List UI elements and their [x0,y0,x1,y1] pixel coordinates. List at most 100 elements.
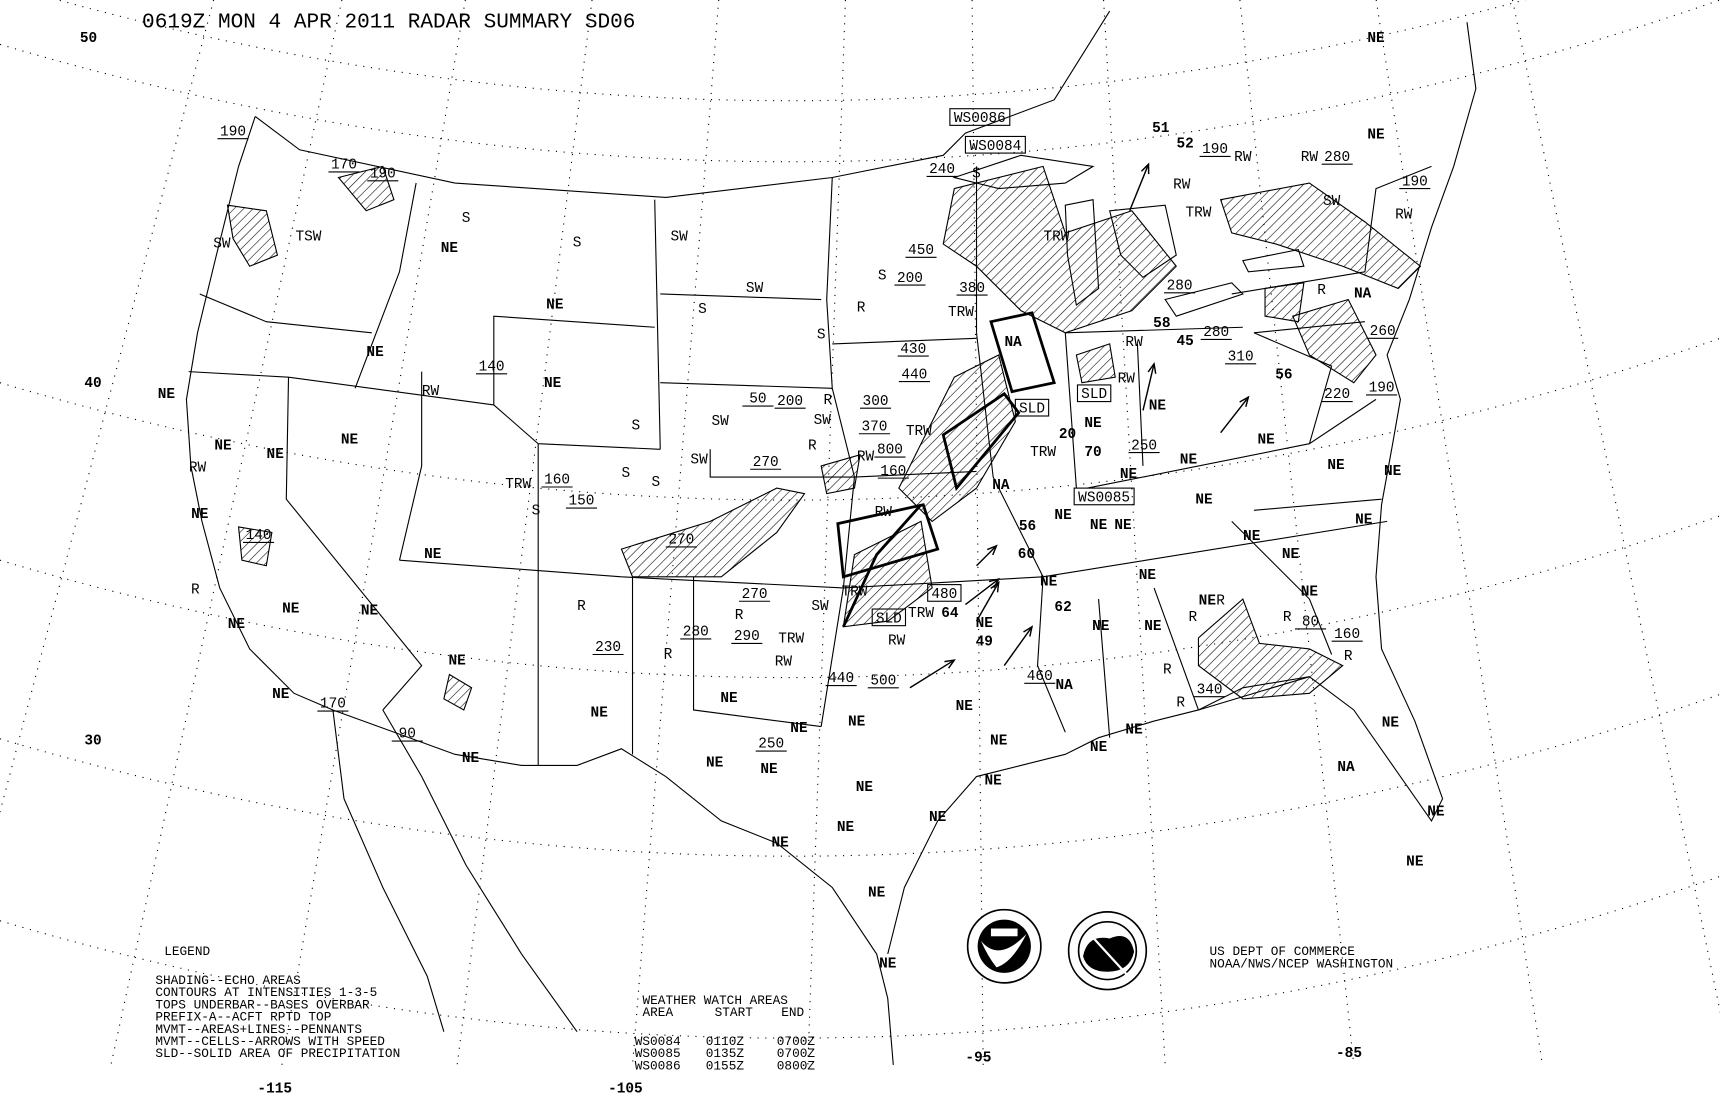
movement-arrow [1220,396,1249,434]
watch-col-area: AREA [643,1005,674,1020]
echo-area [1197,598,1344,700]
no-echo-label: NE [848,715,866,731]
precip-types-label: S [651,475,660,491]
precip-types-label: TSW [296,230,322,246]
not-available-label: NA [1354,286,1372,302]
tops-label: 230 [595,640,621,656]
precip-types-label: R [735,608,744,624]
no-echo-label: NE [1090,518,1108,534]
watch-row-start: 0110Z [706,1034,745,1049]
no-echo-label: NE [1139,568,1157,584]
precip-types-label: RW [775,655,793,671]
precip-types-label: SW [670,230,688,246]
nws-logo [1067,911,1148,991]
legend-line: MVMT--AREAS+LINES--PENNANTS [155,1022,362,1037]
precip-types-label: RW [1395,208,1413,224]
speeds-label: 51 [1152,121,1170,137]
precip-types-label: R [857,301,866,317]
no-echo-label: NE [228,617,246,633]
no-echo-label: NE [1199,594,1217,610]
no-echo-label: NE [1427,804,1445,820]
precip-types-label: SW [811,599,829,615]
state-border [399,559,844,589]
echo-area [942,165,1178,334]
watch-col-end: END [781,1005,804,1020]
state-border [843,576,1044,589]
tops-label: 250 [1131,438,1157,454]
legend-line: CONTOURS AT INTENSITIES 1-3-5 [155,985,377,1000]
map-labels: NE NE NE NE NE NE NE NE NE NE NE NE NE NE NE NE NE NE NE NE… [158,31,1445,972]
tops-label: 290 [734,629,760,645]
tops-label: 90 [399,727,416,743]
watch-row-end: 0700Z [777,1034,816,1049]
tops-label: 440 [901,367,927,383]
precip-types-label: SW [213,236,231,252]
no-echo-label: NE [856,780,874,796]
tops-label: 500 [870,673,896,689]
no-echo-label: NE [341,433,359,449]
no-echo-label: NE [591,706,609,722]
no-echo-label: NE [976,616,994,632]
precip-types-label: RW [1173,178,1191,194]
watch-col-start: START [715,1005,754,1020]
legend-heading: LEGEND [164,944,210,959]
precip-types-label: RW [1234,150,1252,166]
legend-line: PREFIX-A--ACFT RPTD TOP [155,1010,331,1025]
no-echo-label: NE [1301,585,1319,601]
no-echo-label: NE [1149,398,1167,414]
tops-label: 340 [1197,682,1223,698]
speeds-label: 52 [1176,137,1193,153]
precip-types-label: S [698,302,707,318]
speeds-label: 58 [1153,316,1170,332]
no-echo-label: NE [424,547,442,563]
no-echo-label: NE [361,604,379,620]
no-echo-label: NE [546,297,564,313]
no-echo-label: NE [956,699,974,715]
lon-label-85: -85 [1336,1046,1362,1062]
lon-label-105: -105 [608,1082,643,1098]
not-available-label: NA [992,478,1010,494]
no-echo-label: NE [214,438,232,454]
state-border [1065,326,1243,334]
state-border [1098,598,1111,738]
watch-box [836,503,940,579]
no-echo-label: NE [1144,619,1162,635]
label-box [1073,487,1135,506]
tops-label: 380 [959,281,985,297]
tops-label: 270 [753,455,779,471]
tops-label: 220 [1324,387,1350,403]
tops-label: 280 [1167,279,1193,295]
tops-label: 150 [569,494,595,510]
state-border [820,177,856,727]
squall-line [842,503,923,628]
watch-row-start: 0135Z [706,1046,745,1061]
no-echo-label: NE [366,345,384,361]
precip-types-label: RW [422,384,440,400]
no-echo-label: NE [1382,716,1400,732]
grid-labels: 50 40 30 -115 -105 -95 -85 [80,31,1362,1098]
precip-types-label: SW [690,453,708,469]
precip-types-label: RW [1125,335,1143,351]
tops-label: 200 [777,394,803,410]
watch-box [989,311,1056,394]
state-border [1198,676,1310,711]
tops-label: 440 [828,671,854,687]
precip-types-label: TRW [906,424,932,440]
precip-types-label: R [1283,610,1292,626]
tops-label: 160 [880,464,906,480]
precip-types-label: RW [1301,150,1319,166]
no-echo-label: NE [929,810,947,826]
precip-types-label: R [1163,662,1172,678]
precip-types-label: TRW [908,606,934,622]
no-echo-label: NE [1090,740,1108,756]
no-echo-label: NE [720,691,738,707]
not-available-label: NA [1056,678,1074,694]
state-border [354,182,417,389]
speeds-label: 45 [1176,334,1193,350]
tops-label: 300 [863,394,889,410]
no-echo-label: NE [1040,575,1058,591]
precip-types-label: RW [857,449,875,465]
no-echo-label: NE [272,687,290,703]
precip-types-label: S [622,466,631,482]
